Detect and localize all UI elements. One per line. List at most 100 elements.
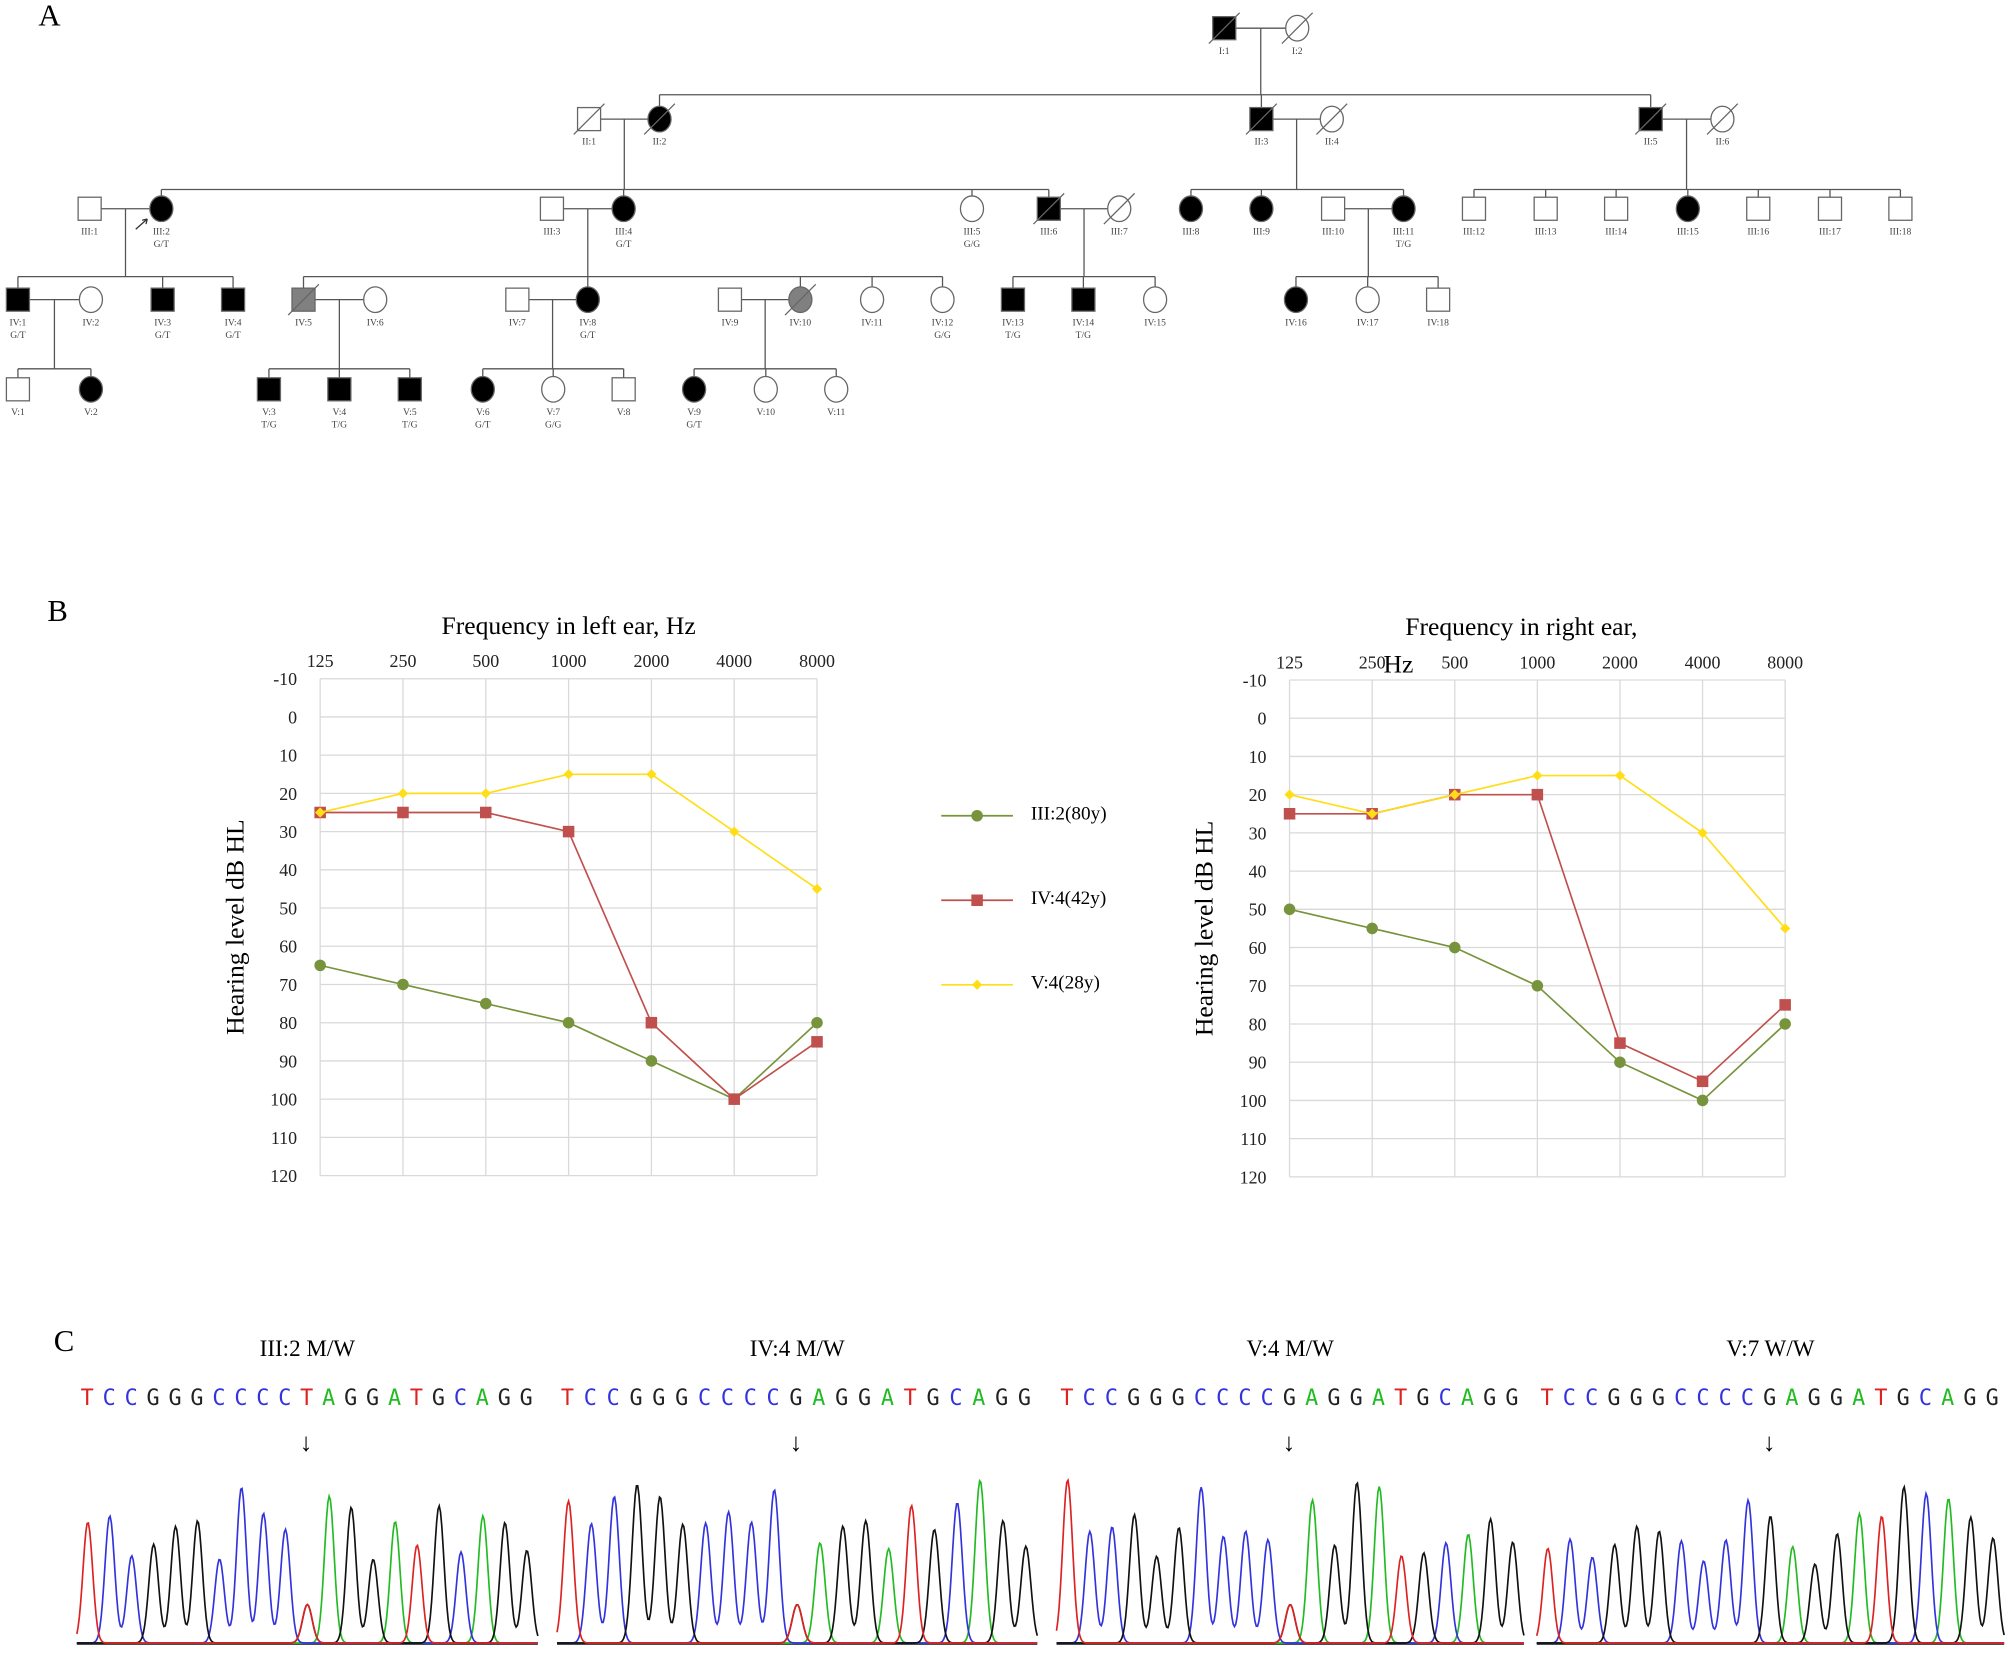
data-point (1614, 1037, 1626, 1049)
base-call: C (1216, 1385, 1230, 1412)
genotype-label: T/G (332, 420, 348, 431)
base-call: G (835, 1385, 849, 1412)
deceased-slash (287, 283, 320, 316)
unaffected-male-symbol (1603, 196, 1629, 221)
data-point (1531, 980, 1544, 992)
legend-item: V:4(28y) (941, 973, 1100, 995)
y-tick-label: 110 (1240, 1129, 1266, 1149)
unaffected-male-symbol (1320, 196, 1346, 221)
x-tick-label: 4000 (1685, 652, 1721, 672)
data-point (1532, 770, 1543, 781)
data-point (1531, 788, 1544, 801)
unaffected-male-symbol (77, 196, 102, 221)
pedigree-individual: III:17 (1817, 196, 1843, 237)
trace-channel-T (1535, 1515, 2005, 1644)
y-tick-label: 80 (1249, 1014, 1267, 1034)
y-tick-label: 60 (279, 937, 297, 957)
base-call: C (766, 1385, 780, 1412)
data-point (314, 959, 326, 972)
individual-id: II:4 (1325, 137, 1339, 148)
individual-id: IV:18 (1427, 317, 1449, 328)
affected-male-symbol (1071, 287, 1096, 312)
base-call: A (972, 1385, 986, 1412)
base-call: G (1282, 1385, 1296, 1412)
deceased-slash (1706, 103, 1739, 135)
base-call: G (1896, 1385, 1910, 1412)
affected-female-symbol (1249, 195, 1274, 223)
pedigree-individual: II:4 (1316, 103, 1348, 148)
genotype-label: G/G (964, 239, 981, 250)
genotype-label: G/G (545, 420, 562, 431)
data-point (1283, 808, 1296, 820)
y-axis-label: Hearing level dB HL (220, 819, 249, 1034)
genotype-label: G/T (225, 330, 241, 341)
affected-male-symbol (256, 377, 282, 402)
base-call: G (789, 1385, 803, 1412)
audiogram-left: -10 0 10 20 30 40 50 60 70 80 90 100 110 120 125 250 500… (220, 611, 835, 1186)
trace-channel-G (557, 1485, 1039, 1644)
pedigree-individual: IV:12 G/G (930, 286, 955, 341)
base-call: C (1082, 1385, 1096, 1412)
mutation-arrow-icon: ↓ (1762, 1429, 1776, 1458)
individual-id: IV:7 (509, 317, 526, 328)
individual-id: V:1 (11, 407, 25, 418)
panel-label-c: C (53, 1325, 75, 1359)
unaffected-male-symbol (539, 196, 565, 221)
genotype-label: T/G (1396, 239, 1412, 250)
affected-male-symbol (220, 287, 246, 312)
pedigree-individual: IV:15 (1142, 286, 1168, 328)
pedigree-individual: V:4 T/G (327, 377, 352, 431)
y-tick-label: 20 (279, 784, 297, 804)
pedigree-individual: II:5 (1634, 103, 1667, 148)
y-tick-label: 50 (279, 898, 297, 918)
unaffected-male-symbol (505, 287, 530, 312)
individual-id: III:17 (1819, 226, 1841, 237)
pedigree-diagram: I:1 I:2 II:1 II:2 II:3 II:4 II:5 II:6 III:1 III:2… (5, 12, 1913, 431)
pedigree-individual: II:3 (1245, 103, 1278, 148)
genotype-label: G/T (155, 330, 171, 341)
base-call: G (1985, 1385, 1999, 1412)
unaffected-female-symbol (930, 286, 955, 314)
base-call: C (1193, 1385, 1207, 1412)
legend-label: IV:4(42y) (1030, 888, 1107, 910)
y-tick-label: 110 (271, 1128, 297, 1148)
base-call: C (720, 1385, 734, 1412)
panel-label-b: B (47, 595, 68, 629)
trace-channel-G (1536, 1484, 2005, 1644)
individual-id: V:5 (403, 407, 417, 418)
affected-female-symbol (1178, 195, 1204, 223)
y-tick-label: 70 (279, 975, 297, 995)
unaffected-female-symbol (824, 375, 849, 403)
pedigree-individual: III:15 (1675, 195, 1700, 237)
base-call: G (1483, 1385, 1497, 1412)
pedigree-individual: V:7 G/G (541, 375, 566, 431)
affected-female-symbol (681, 375, 707, 403)
genotype-label: T/G (402, 420, 418, 431)
x-tick-label: 250 (1359, 652, 1386, 672)
pedigree-individual: IV:18 (1425, 287, 1451, 328)
unaffected-male-symbol (1533, 196, 1558, 221)
y-tick-label: 30 (1249, 823, 1267, 843)
base-call: A (387, 1385, 402, 1412)
pedigree-individual: III:14 (1603, 196, 1629, 237)
individual-id: III:13 (1535, 226, 1557, 237)
pedigree-individual: V:10 (753, 375, 778, 418)
pedigree-individual: IV:13 T/G (1000, 287, 1026, 341)
data-point (1696, 1075, 1709, 1088)
deceased-slash (1316, 103, 1348, 135)
affected-male-symbol (1000, 287, 1026, 312)
base-call: G (1171, 1385, 1185, 1412)
unaffected-male-symbol (717, 287, 743, 312)
pedigree-individual: V:9 G/T (681, 375, 707, 431)
pedigree-individual: V:1 (5, 377, 31, 418)
data-point (480, 997, 492, 1010)
base-call: T (903, 1385, 917, 1412)
individual-id: V:9 (687, 407, 701, 418)
pedigree-individual: IV:7 (505, 287, 530, 328)
base-call: C (278, 1385, 292, 1412)
trace-title: V:4 M/W (1246, 1335, 1334, 1362)
y-tick-label: 40 (279, 860, 297, 880)
individual-id: III:16 (1747, 226, 1769, 237)
